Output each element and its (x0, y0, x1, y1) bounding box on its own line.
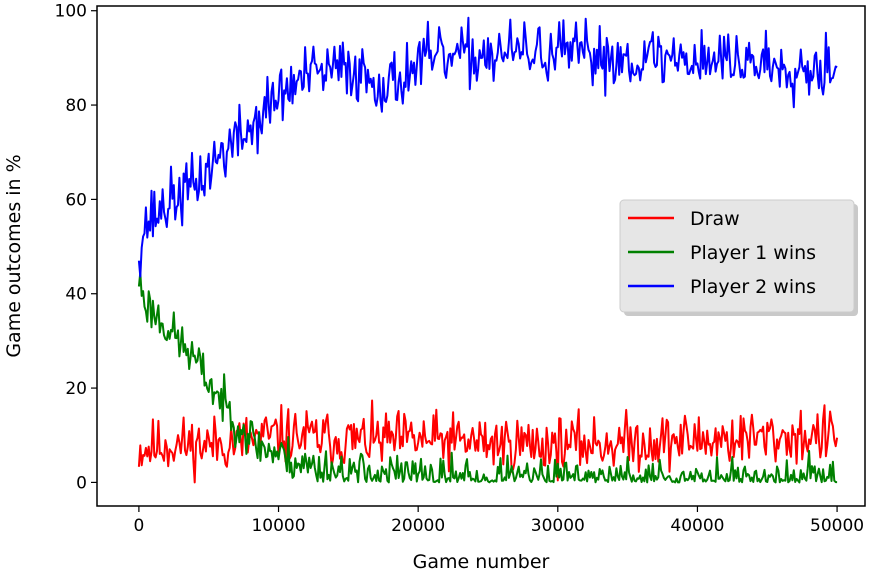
x-tick-label: 0 (133, 516, 144, 536)
y-tick-label: 60 (65, 190, 87, 210)
series-line-draw (137, 399, 839, 484)
series-line-player-2-wins (137, 16, 838, 278)
y-tick-label: 20 (65, 379, 87, 399)
x-axis-label: Game number (413, 551, 550, 573)
legend-label-player-2-wins: Player 2 wins (690, 276, 816, 298)
y-axis-label: Game outcomes in % (3, 154, 25, 357)
legend-box (619, 199, 855, 313)
x-tick-label: 20000 (391, 516, 445, 536)
series-layer (137, 16, 839, 484)
legend: Draw Player 1 wins Player 2 wins (619, 199, 858, 316)
legend-label-draw: Draw (690, 208, 740, 230)
legend-label-player-1-wins: Player 1 wins (690, 242, 816, 264)
x-tick-label: 30000 (531, 516, 585, 536)
axis-layer: 0 10000 20000 30000 40000 50000 0 20 40 60 80 100 (55, 2, 865, 536)
x-tick-label: 10000 (251, 516, 305, 536)
series-line-player-1-wins (137, 271, 838, 484)
y-tick-label: 0 (76, 473, 87, 493)
y-tick-label: 40 (65, 285, 87, 305)
x-tick-label: 40000 (670, 516, 724, 536)
y-tick-label: 80 (65, 96, 87, 116)
y-tick-label: 100 (55, 2, 87, 22)
x-tick-label: 50000 (810, 516, 864, 536)
